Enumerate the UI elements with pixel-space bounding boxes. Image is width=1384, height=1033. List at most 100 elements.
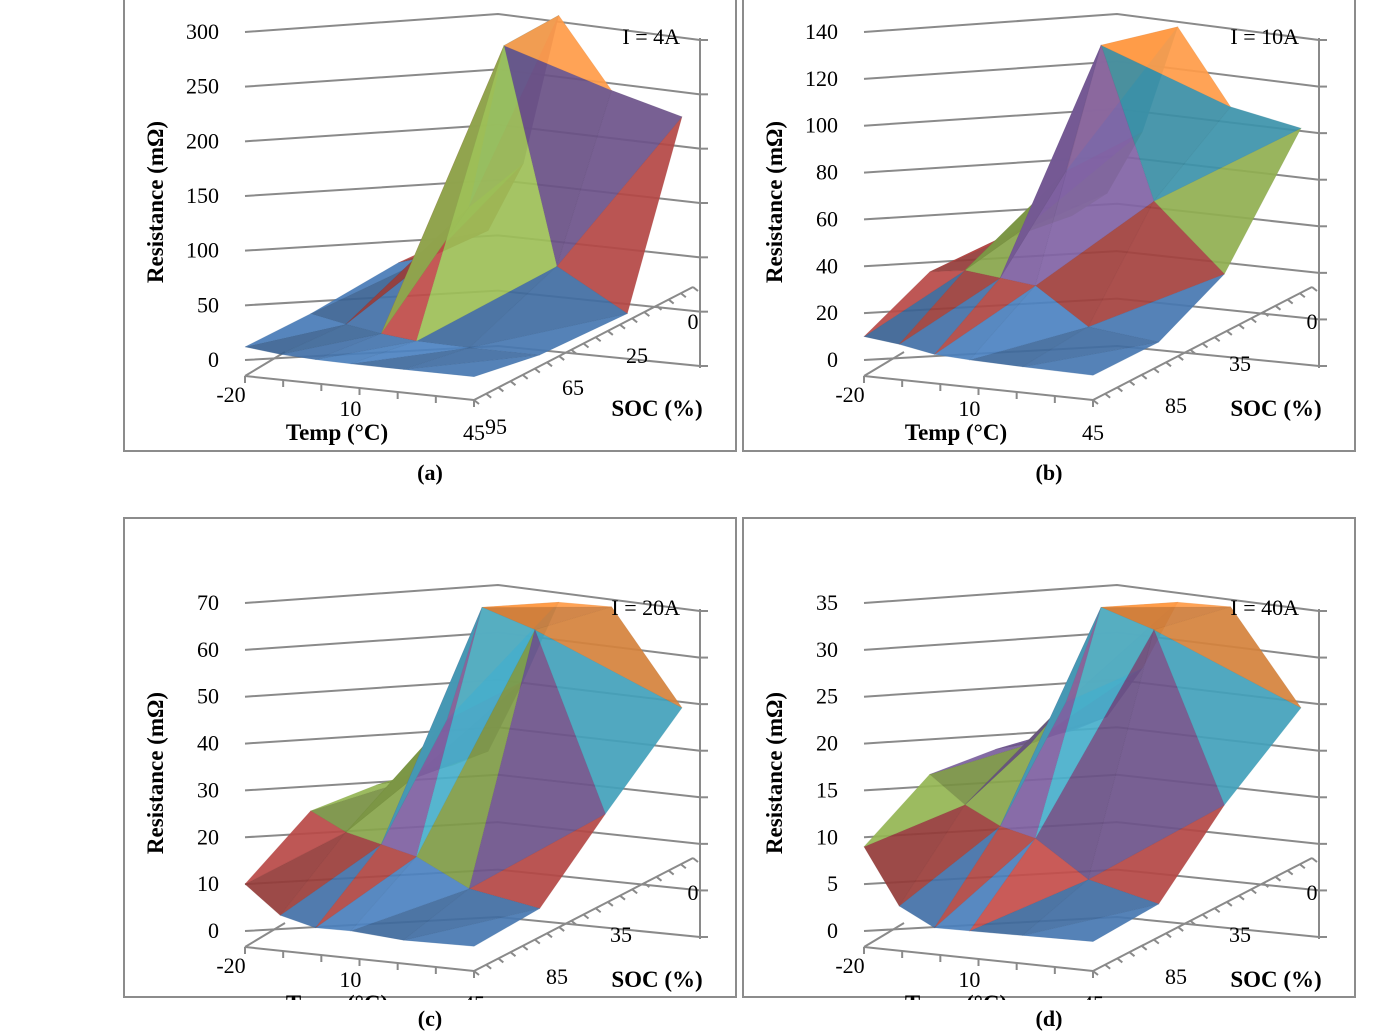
x-tick-label: 10 — [339, 396, 361, 421]
soc-tick — [1287, 869, 1294, 876]
floor-left-edge — [863, 351, 905, 377]
soc-tick — [1274, 305, 1282, 311]
y-tick-label: 95 — [485, 414, 507, 439]
z-tick-label: 40 — [816, 253, 838, 278]
current-annotation: I = 20A — [611, 595, 680, 620]
x-tick-label: 45 — [463, 991, 485, 1000]
surface-facet — [968, 837, 1089, 932]
soc-tick — [485, 963, 492, 970]
y-tick-label: 85 — [546, 964, 568, 989]
z-tick-label: 250 — [186, 74, 219, 99]
z-tick-label: 40 — [197, 731, 219, 756]
soc-tick — [1201, 913, 1209, 920]
surface-facet — [380, 607, 483, 845]
soc-tick — [1250, 317, 1257, 324]
z-tick-label: 200 — [186, 128, 219, 153]
z-tick-label: 50 — [197, 684, 219, 709]
current-annotation: I = 40A — [1230, 595, 1299, 620]
z-tick-label: 30 — [197, 777, 219, 802]
soc-tick — [1189, 348, 1196, 355]
soc-tick — [1177, 355, 1184, 361]
y-axis-title: SOC (%) — [1230, 396, 1321, 421]
surface-facet — [1022, 326, 1159, 368]
soc-tick — [1153, 367, 1160, 374]
soc-tick — [570, 348, 577, 355]
z-tick-label: 20 — [816, 300, 838, 325]
surface-facet — [898, 270, 1001, 345]
z-tick-label: 70 — [197, 590, 219, 615]
y-tick-label: 0 — [688, 880, 699, 905]
surface-facet — [244, 831, 347, 916]
soc-tick — [546, 932, 553, 939]
surface-facet — [934, 825, 1036, 929]
z-tick-label: 20 — [197, 824, 219, 849]
soc-tick — [1214, 336, 1221, 343]
z-tick-label: 120 — [805, 66, 838, 91]
z-tick-label: 80 — [816, 160, 838, 185]
z-tick-label: 0 — [827, 347, 838, 372]
z-tick-label: 35 — [816, 590, 838, 615]
z-tick-label: 5 — [827, 871, 838, 896]
chart-panel-b: 0 20 40 60 80 100 120 140 -20 10 45 0 35 85 Temp (°C) S… — [742, 0, 1356, 452]
x-tick-label: -20 — [216, 382, 245, 407]
gridline — [863, 12, 1320, 41]
soc-tick — [1165, 361, 1172, 368]
floor-left-edge — [244, 351, 286, 377]
caption-c: (c) — [417, 1006, 443, 1031]
soc-tick — [1287, 298, 1294, 305]
soc-tick — [680, 292, 687, 299]
surface-facet — [503, 15, 613, 92]
surface-facet — [244, 313, 348, 348]
soc-tick — [558, 926, 565, 932]
z-tick-label: 60 — [816, 206, 838, 231]
y-tick-label: 85 — [1165, 393, 1187, 418]
surface-facet — [1035, 606, 1155, 839]
gridline — [244, 12, 701, 41]
soc-tick — [1104, 963, 1111, 970]
surface-facet — [556, 90, 683, 267]
plot-area: 0 20 40 60 80 100 120 140 -20 10 45 0 35 85 Temp (°C) S… — [762, 12, 1327, 445]
surface-chart-b: 0 20 40 60 80 100 120 140 -20 10 45 0 35 85 Temp (°C) S… — [762, 12, 1327, 445]
soc-tick — [1128, 380, 1136, 386]
soc-tick — [643, 311, 650, 317]
surface-facet — [1153, 106, 1302, 202]
surface-facet — [244, 810, 347, 885]
chart-panel-c: 0 10 20 30 40 50 60 70 -20 10 45 0 35 85 Temp (°C) SOC … — [123, 517, 737, 1000]
soc-tick — [558, 355, 565, 361]
x-tick-label: 45 — [1082, 991, 1104, 1000]
soc-tick — [607, 901, 614, 907]
soc-tick — [473, 970, 480, 976]
gridline — [244, 583, 701, 612]
soc-tick — [1214, 907, 1221, 914]
z-tick-label: 0 — [208, 918, 219, 943]
surface-facet — [863, 773, 966, 847]
chart-panel-a: 0 50 100 150 200 250 300 -20 10 45 0 25 65 95 Temp (°C… — [123, 0, 737, 452]
soc-tick — [1116, 957, 1123, 964]
surface-facet — [315, 844, 418, 929]
z-tick-label: 0 — [208, 347, 219, 372]
plot-area: 0 50 100 150 200 250 300 -20 10 45 0 25 65 95 Temp (°C… — [143, 12, 708, 445]
soc-tick — [1116, 386, 1123, 393]
soc-tick — [668, 298, 675, 305]
soc-tick — [534, 367, 541, 374]
surface-facet — [350, 340, 470, 365]
soc-tick — [582, 913, 590, 920]
x-tick-label: 10 — [339, 967, 361, 992]
y-tick-label: 0 — [1307, 309, 1318, 334]
soc-tick — [1201, 342, 1209, 349]
caption-d: (d) — [1035, 1006, 1063, 1031]
soc-tick — [631, 317, 638, 324]
surface-facet — [929, 743, 1031, 775]
surface-facet — [350, 856, 470, 932]
floor-left-edge — [244, 922, 286, 948]
soc-tick — [1226, 901, 1233, 907]
surface-facet — [1087, 628, 1225, 881]
y-tick-label: 0 — [688, 309, 699, 334]
x-tick-label: 10 — [958, 967, 980, 992]
soc-tick — [631, 888, 638, 895]
soc-tick — [692, 857, 699, 863]
z-tick-label: 15 — [816, 777, 838, 802]
gridline — [244, 68, 701, 96]
z-tick-label: 30 — [816, 637, 838, 662]
surface-facet — [1100, 26, 1232, 108]
